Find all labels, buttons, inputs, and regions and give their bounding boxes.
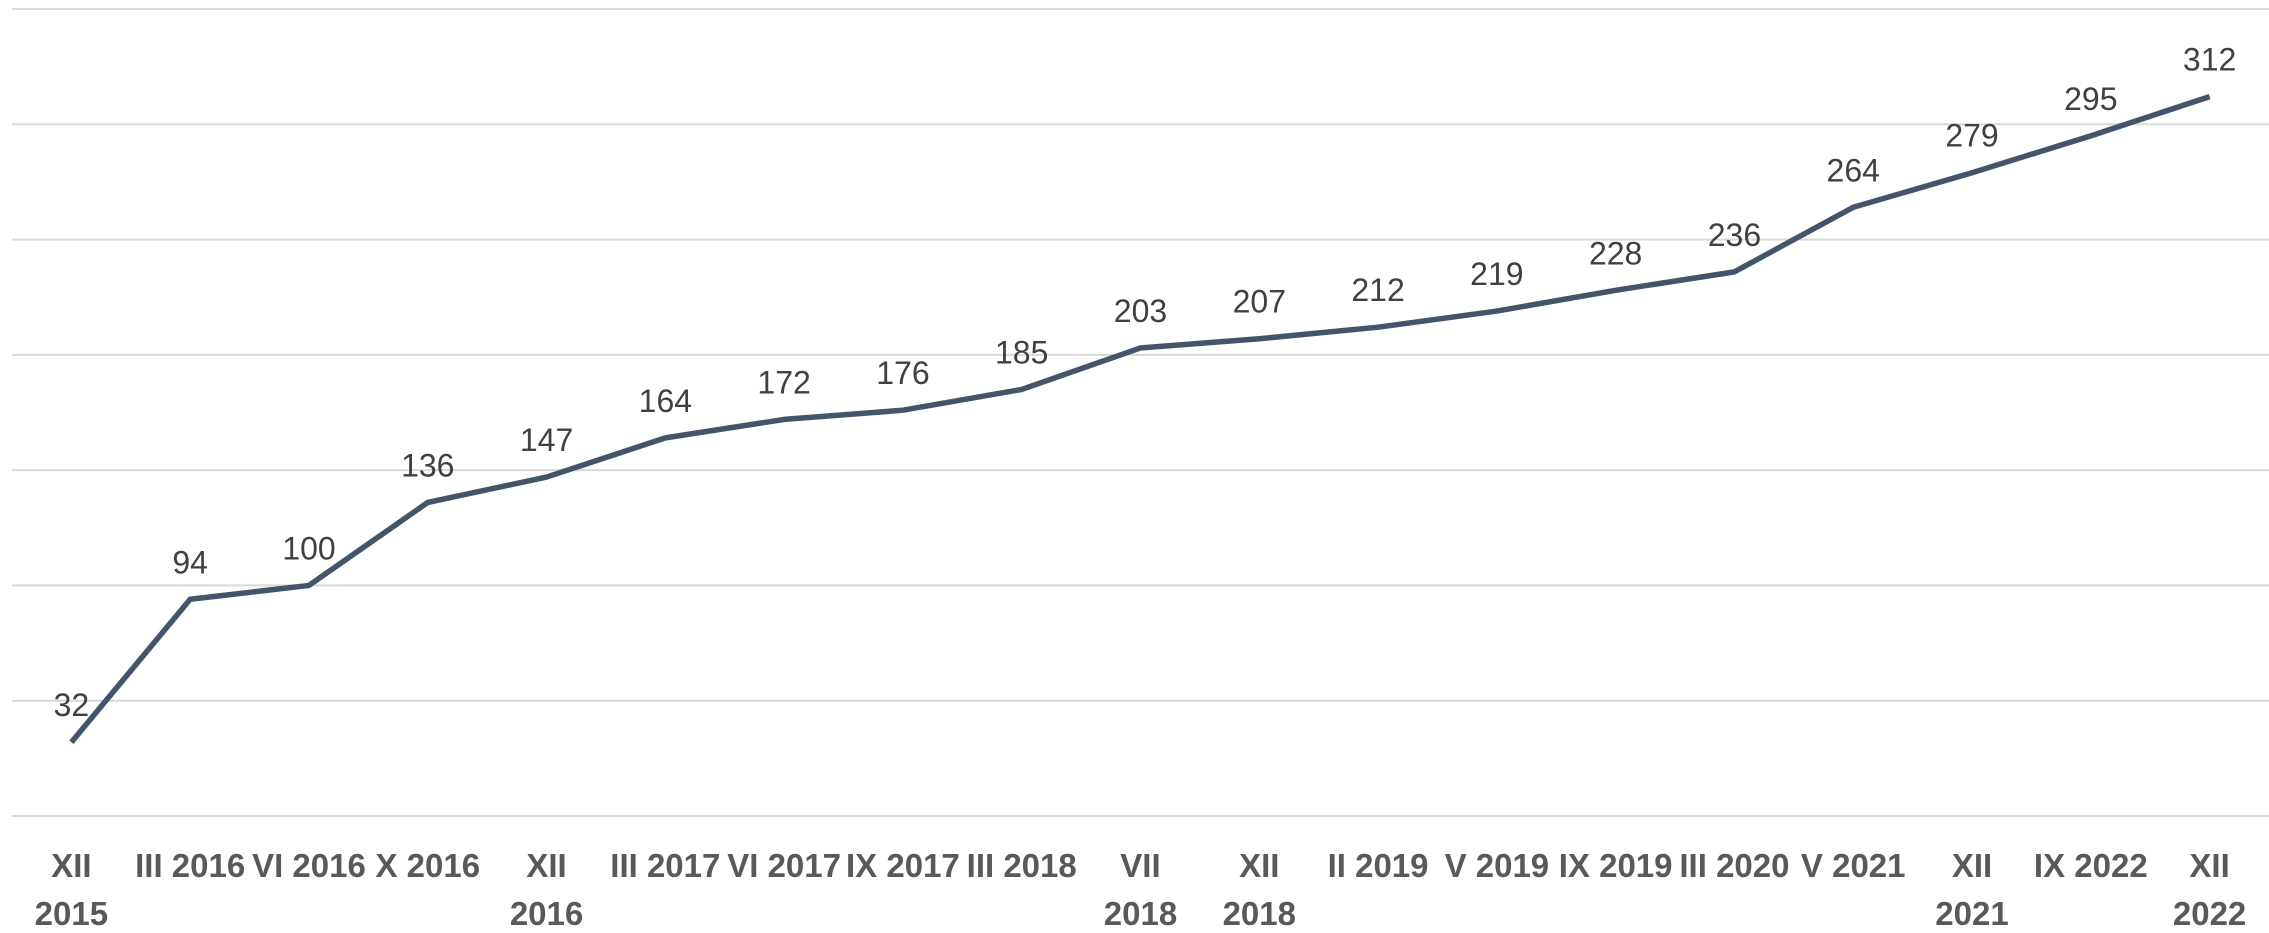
data-label: 219	[1470, 256, 1523, 292]
data-label: 100	[282, 530, 335, 566]
data-label: 176	[876, 355, 929, 391]
data-label: 32	[54, 687, 90, 723]
data-label: 212	[1351, 272, 1404, 308]
data-label: 312	[2183, 42, 2236, 78]
x-tick-label: III 2017	[610, 847, 721, 884]
data-label: 207	[1233, 284, 1286, 320]
data-label: 228	[1589, 235, 1642, 271]
x-tick-label: III 2020	[1679, 847, 1790, 884]
data-label: 264	[1827, 152, 1880, 188]
x-tick-label: IX 2022	[2033, 847, 2148, 884]
x-tick-label: XII 2022	[2172, 847, 2247, 932]
x-tick-label: XII 2016	[509, 847, 584, 932]
data-label: 172	[757, 364, 810, 400]
x-tick-label: III 2018	[966, 847, 1077, 884]
x-tick-label: IX 2017	[846, 847, 960, 884]
x-tick-label: V 2019	[1444, 847, 1550, 884]
x-tick-label: II 2019	[1327, 847, 1429, 884]
data-label: 295	[2064, 81, 2117, 117]
data-label: 164	[639, 383, 692, 419]
x-tick-label: VI 2016	[252, 847, 366, 884]
x-tick-label: III 2016	[135, 847, 246, 884]
x-tick-label: VII 2018	[1103, 847, 1178, 932]
data-label: 185	[995, 334, 1048, 370]
x-tick-label: IX 2019	[1558, 847, 1673, 884]
x-tick-label: X 2016	[375, 847, 481, 884]
x-tick-label: XII 2018	[1222, 847, 1296, 932]
data-label: 94	[172, 544, 208, 580]
x-tick-label: XII 2015	[34, 847, 109, 932]
data-label: 279	[1945, 118, 1998, 154]
x-tick-label: V 2021	[1800, 847, 1906, 884]
x-tick-label: VI 2017	[727, 847, 841, 884]
data-label: 236	[1708, 217, 1761, 253]
data-label: 136	[401, 447, 454, 483]
line	[69, 94, 2211, 744]
data-label: 147	[520, 422, 573, 458]
x-tick-label: XII 2021	[1935, 847, 2009, 932]
data-label: 203	[1114, 293, 1167, 329]
